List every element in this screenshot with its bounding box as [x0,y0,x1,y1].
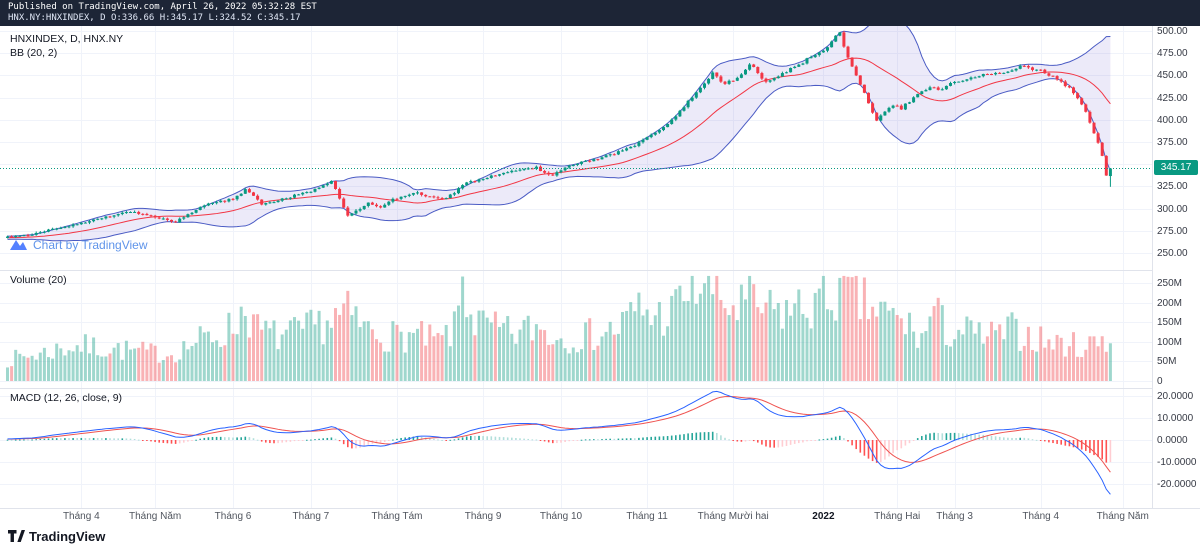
time-axis[interactable]: Tháng 4 Tháng Năm Tháng 6 Tháng 7 Tháng Tám T… [0,508,1200,525]
volume-pane-legend[interactable]: Volume (20) [10,274,67,286]
macd-pane-legend[interactable]: MACD (12, 26, close, 9) [10,392,123,404]
time-axis-label: Tháng Tám [371,511,423,522]
footer: TradingView [0,525,1200,547]
volume-tick-label: 150M [1157,317,1183,329]
price-pane-legend[interactable]: HNXINDEX, D, HNX.NY BB (20, 2) [10,32,123,60]
macd-tick-label: -20.0000 [1157,479,1197,490]
time-axis-label: Tháng 3 [936,511,973,522]
bb-indicator-legend[interactable]: BB (20, 2) [10,47,58,59]
price-tick-label: 250.00 [1157,248,1188,259]
macd-tick-label: -10.0000 [1157,457,1197,468]
tradingview-cloud-logo-icon [10,240,27,250]
time-axis-label: Tháng 11 [626,511,668,522]
time-axis-label: 2022 [812,511,835,522]
symbol-legend[interactable]: HNXINDEX, D, HNX.NY [10,33,124,45]
publish-info: Published on TradingView.com, April 26, … [8,2,317,12]
time-axis-label: Tháng Hai [874,511,921,522]
volume-tick-label: 0 [1157,376,1163,387]
volume-tick-label: 250M [1157,278,1183,289]
publish-header: Published on TradingView.com, April 26, … [0,0,1200,26]
time-axis-label: Tháng 10 [539,511,583,522]
price-tick-label: 275.00 [1157,225,1188,237]
price-tick-label: 325.00 [1157,181,1188,193]
macd-tick-label: 10.0000 [1157,413,1194,424]
price-tick-label: 300.00 [1157,203,1188,215]
last-price-badge: 345.17 [1154,160,1198,176]
watermark-label: Chart by TradingView [33,238,148,252]
time-axis-label: Tháng 7 [292,511,330,522]
time-axis-label: Tháng Năm [128,511,182,522]
price-tick-label: 450.00 [1157,70,1188,82]
time-axis-label: Tháng Mười hai [697,511,769,522]
volume-tick-label: 100M [1157,336,1183,348]
price-tick-label: 425.00 [1157,92,1188,104]
time-axis-label: Tháng Năm [1096,511,1149,522]
macd-tick-label: 0.0000 [1157,435,1188,446]
tradingview-watermark[interactable]: Chart by TradingView [8,238,148,252]
tradingview-logo[interactable]: TradingView [8,529,105,544]
price-axis[interactable]: 345.17 500.00 475.00 450.00 425.00 400.00 375… [1152,26,1200,508]
price-volume-macd-canvas[interactable] [0,26,1152,508]
volume-tick-label: 200M [1157,297,1183,309]
price-tick-label: 475.00 [1157,48,1188,60]
time-axis-label: Tháng 4 [62,511,100,522]
time-axis-label: Tháng 6 [214,511,252,522]
time-axis-label: Tháng 4 [1022,511,1060,522]
tradingview-brand-text: TradingView [29,528,106,544]
volume-tick-label: 50M [1157,356,1177,368]
price-tick-label: 500.00 [1157,26,1188,37]
symbol-ohlc-info: HNX.NY:HNXINDEX, D O:336.66 H:345.17 L:3… [8,13,301,23]
price-tick-label: 375.00 [1157,137,1188,148]
tradingview-mark-icon [8,530,25,542]
time-axis-label: Tháng 9 [464,511,502,522]
macd-tick-label: 20.0000 [1157,391,1194,402]
price-tick-label: 400.00 [1157,114,1188,126]
